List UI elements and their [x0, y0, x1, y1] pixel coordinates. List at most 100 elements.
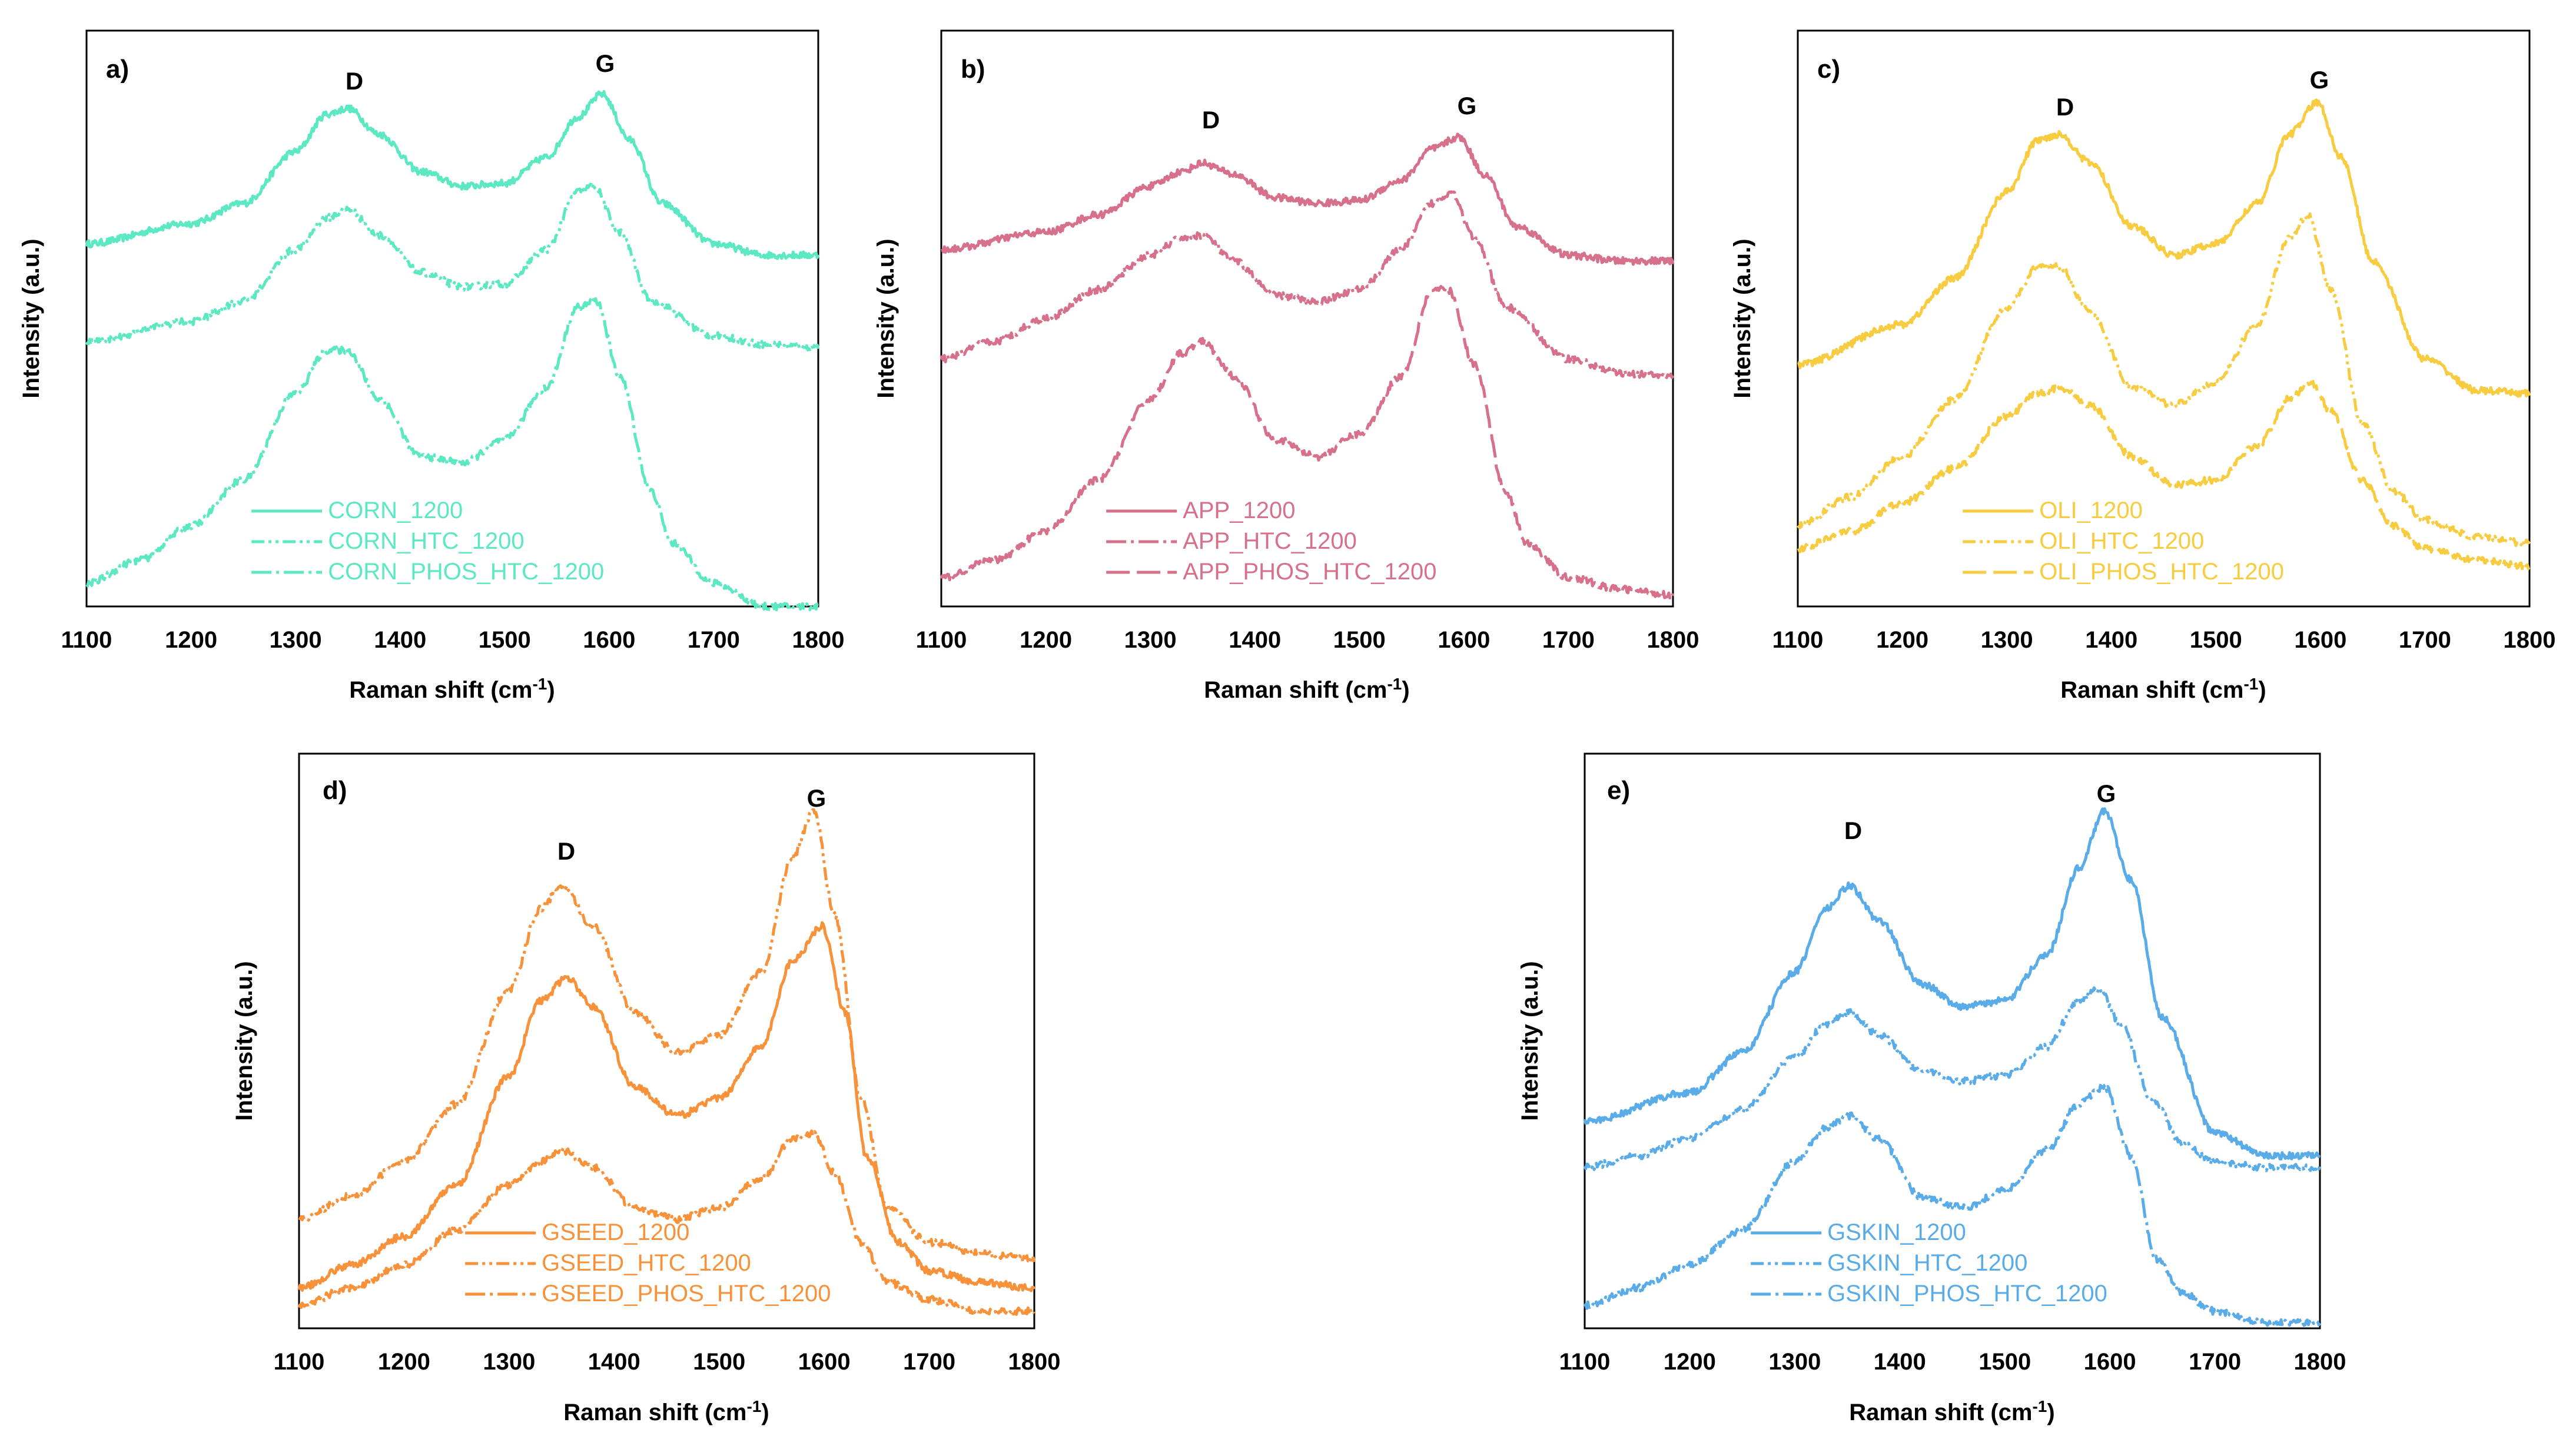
x-tick-label: 1100: [916, 627, 967, 653]
x-tick-labels: 1100 1200 1300 1400 1500 1600 1700 1800: [1772, 627, 2556, 653]
x-axis-title-sup: -1: [746, 1397, 761, 1415]
legend-label: GSEED_1200: [542, 1219, 689, 1245]
legend-label: GSKIN_HTC_1200: [1827, 1250, 2027, 1276]
series-line-gskin-1200: [1583, 807, 2321, 1161]
x-axis-title-sup: -1: [2032, 1397, 2047, 1415]
x-tick-label: 1600: [2084, 1349, 2136, 1375]
x-tick-label: 1200: [378, 1349, 430, 1375]
x-axis-title-text: Raman shift (cm: [1849, 1400, 2032, 1425]
series-line-app-htc-1200: [940, 190, 1675, 379]
legend-label: CORN_PHOS_HTC_1200: [328, 559, 604, 585]
legend: GSKIN_1200 GSKIN_HTC_1200 GSKIN_PHOS_HTC_1…: [1751, 1219, 2107, 1307]
x-tick-label: 1800: [2294, 1349, 2346, 1375]
x-tick-label: 1800: [2504, 627, 2556, 653]
x-tick-label: 1100: [1772, 627, 1824, 653]
x-tick-label: 1100: [61, 627, 112, 653]
x-tick-label: 1500: [1333, 627, 1386, 653]
x-tick-label: 1600: [583, 627, 635, 653]
x-axis-title: Raman shift (cm-1): [1849, 1397, 2054, 1425]
x-tick-label: 1300: [1981, 627, 2033, 653]
peak-label-d: D: [2056, 93, 2074, 121]
series-line-app-1200: [941, 132, 1675, 266]
legend-label: OLI_1200: [2039, 498, 2143, 523]
legend: GSEED_1200 GSEED_HTC_1200 GSEED_PHOS_HTC_1…: [465, 1219, 831, 1307]
x-tick-label: 1400: [588, 1349, 640, 1375]
panel-d: GSEED_1200 GSEED_HTC_1200 GSEED_PHOS_HTC_1…: [231, 752, 1061, 1425]
x-axis-title-close: ): [761, 1400, 769, 1425]
panel-label: e): [1607, 776, 1630, 805]
x-tick-label: 1800: [1008, 1349, 1061, 1375]
x-axis-title-sup: -1: [2243, 675, 2258, 693]
peak-label-g: G: [596, 49, 615, 77]
x-tick-label: 1700: [2399, 627, 2451, 653]
series-line-gseed-1200: [297, 921, 1036, 1292]
series-layer: [1583, 807, 2322, 1327]
x-tick-label: 1500: [479, 627, 531, 653]
x-tick-label: 1700: [1542, 627, 1595, 653]
legend-label: APP_HTC_1200: [1183, 528, 1357, 554]
legend-label: APP_PHOS_HTC_1200: [1183, 559, 1436, 585]
legend: CORN_1200 CORN_HTC_1200 CORN_PHOS_HTC_1200: [251, 498, 604, 585]
series-layer: [297, 808, 1036, 1316]
series-layer: [85, 89, 820, 612]
series-line-gskin-phos-htc-1200: [1583, 1083, 2322, 1327]
panel-c: OLI_1200 OLI_HTC_1200 OLI_PHOS_HTC_1200 11…: [1729, 29, 2556, 703]
legend-label: GSKIN_PHOS_HTC_1200: [1827, 1281, 2107, 1307]
legend-label: APP_1200: [1183, 498, 1295, 523]
x-tick-label: 1600: [798, 1349, 851, 1375]
x-tick-label: 1300: [270, 627, 322, 653]
x-axis-title-text: Raman shift (cm: [349, 677, 532, 703]
series-line-corn-1200: [85, 89, 820, 260]
series-line-corn-htc-1200: [85, 182, 820, 352]
x-axis-title-sup: -1: [532, 675, 547, 693]
x-tick-label: 1500: [693, 1349, 745, 1375]
x-tick-label: 1200: [165, 627, 217, 653]
x-axis-title-close: ): [547, 677, 555, 703]
x-axis-title: Raman shift (cm-1): [563, 1397, 769, 1425]
peak-label-g: G: [1458, 92, 1477, 120]
x-tick-label: 1200: [1020, 627, 1072, 653]
panel-e: GSKIN_1200 GSKIN_HTC_1200 GSKIN_PHOS_HTC_1…: [1517, 752, 2346, 1425]
x-tick-label: 1700: [2189, 1349, 2241, 1375]
x-axis-title: Raman shift (cm-1): [2060, 675, 2266, 703]
legend-label: CORN_HTC_1200: [328, 528, 524, 554]
series-line-gskin-htc-1200: [1583, 986, 2322, 1172]
panel-label: c): [1817, 55, 1840, 84]
series-line-oli-1200: [1797, 98, 2531, 398]
legend-label: GSKIN_1200: [1827, 1219, 1966, 1245]
x-tick-labels: 1100 1200 1300 1400 1500 1600 1700 1800: [916, 627, 1699, 653]
peak-label-g: G: [2310, 66, 2329, 94]
x-tick-label: 1300: [1124, 627, 1177, 653]
legend: OLI_1200 OLI_HTC_1200 OLI_PHOS_HTC_1200: [1963, 498, 2284, 585]
y-axis-title: Intensity (a.u.): [231, 961, 257, 1120]
peak-label-d: D: [1202, 106, 1220, 134]
x-tick-label: 1600: [1438, 627, 1490, 653]
x-tick-label: 1400: [374, 627, 426, 653]
x-tick-label: 1100: [1559, 1349, 1611, 1375]
y-axis-title: Intensity (a.u.): [1729, 238, 1755, 398]
series-layer: [940, 132, 1675, 599]
x-axis-title-text: Raman shift (cm: [2060, 677, 2243, 703]
legend-label: GSEED_HTC_1200: [542, 1250, 751, 1276]
series-line-gseed-phos-htc-1200: [297, 1129, 1035, 1316]
panel-b: APP_1200 APP_HTC_1200 APP_PHOS_HTC_1200 11…: [873, 29, 1699, 703]
plot-frame: [1797, 29, 2531, 608]
peak-label-d: D: [557, 837, 575, 865]
legend-label: OLI_PHOS_HTC_1200: [2039, 559, 2284, 585]
panel-label: d): [323, 776, 347, 805]
plot-frame: [1584, 752, 2321, 1329]
x-axis-title-sup: -1: [1387, 675, 1402, 693]
x-tick-labels: 1100 1200 1300 1400 1500 1600 1700 1800: [274, 1349, 1061, 1375]
panel-label: a): [106, 55, 129, 84]
plot-frame: [940, 29, 1674, 608]
plot-frame: [85, 29, 819, 608]
x-tick-label: 1800: [792, 627, 845, 653]
x-tick-label: 1300: [1768, 1349, 1821, 1375]
panel-a: CORN_1200 CORN_HTC_1200 CORN_PHOS_HTC_1200…: [18, 29, 845, 703]
x-tick-label: 1400: [2085, 627, 2137, 653]
y-axis-title: Intensity (a.u.): [18, 238, 44, 398]
x-tick-label: 1100: [274, 1349, 325, 1375]
series-line-gseed-htc-1200: [298, 808, 1036, 1264]
x-tick-label: 1400: [1229, 627, 1281, 653]
